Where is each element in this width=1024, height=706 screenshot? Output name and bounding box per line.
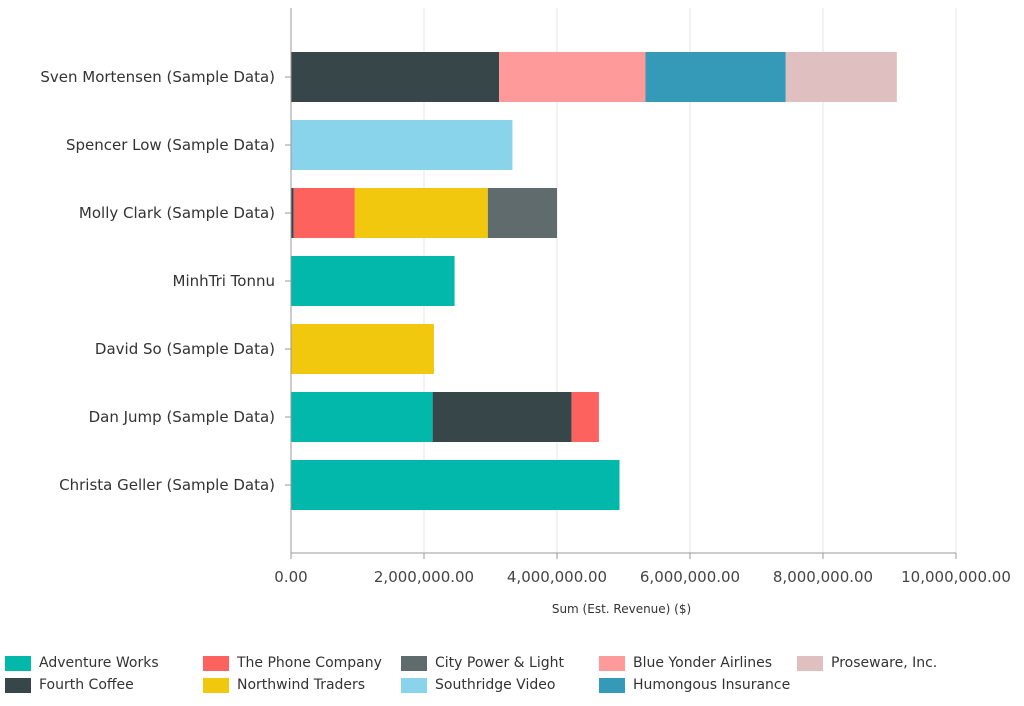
legend-swatch: [203, 655, 229, 671]
category-label: MinhTri Tonnu: [173, 272, 276, 290]
legend-item[interactable]: Proseware, Inc.: [797, 653, 937, 673]
legend: Adventure Works The Phone Company City Pow…: [0, 650, 1024, 700]
legend-swatch: [599, 655, 625, 671]
bar-segment[interactable]: The Phone Company: [571, 392, 599, 442]
legend-item[interactable]: Fourth Coffee: [5, 675, 134, 695]
legend-item[interactable]: Southridge Video: [401, 675, 555, 695]
legend-item[interactable]: City Power & Light: [401, 653, 564, 673]
bar-segment[interactable]: Northwind Traders: [291, 324, 434, 374]
category-labels: Sven Mortensen (Sample Data) Spencer Low …: [40, 68, 275, 494]
legend-swatch: [401, 655, 427, 671]
category-label: Molly Clark (Sample Data): [79, 204, 275, 222]
x-tick-label: 6,000,000.00: [640, 568, 740, 586]
bar-segment[interactable]: Humongous Insurance: [645, 52, 786, 102]
legend-label: City Power & Light: [435, 655, 564, 671]
bars: Fourth CoffeeBlue Yonder AirlinesHumongo…: [291, 52, 897, 510]
bar-segment[interactable]: Fourth Coffee: [291, 52, 500, 102]
legend-item[interactable]: The Phone Company: [203, 653, 382, 673]
category-label: Sven Mortensen (Sample Data): [40, 68, 275, 86]
legend-item[interactable]: Blue Yonder Airlines: [599, 653, 772, 673]
legend-item[interactable]: Northwind Traders: [203, 675, 365, 695]
legend-item[interactable]: Humongous Insurance: [599, 675, 790, 695]
x-tick-label: 0.00: [274, 568, 307, 586]
legend-label: Humongous Insurance: [633, 677, 791, 693]
axes: [285, 8, 957, 559]
category-label: Dan Jump (Sample Data): [89, 408, 275, 426]
legend-label: Southridge Video: [435, 677, 556, 693]
x-tick-label: 2,000,000.00: [374, 568, 474, 586]
x-axis-title: Sum (Est. Revenue) ($): [552, 602, 691, 616]
bar-segment[interactable]: City Power & Light: [487, 188, 557, 238]
x-tick-label: 10,000,000.00: [901, 568, 1011, 586]
legend-item[interactable]: Adventure Works: [5, 653, 159, 673]
category-label: Spencer Low (Sample Data): [66, 136, 275, 154]
legend-swatch: [203, 677, 229, 693]
bar-segment[interactable]: Northwind Traders: [354, 188, 488, 238]
category-label: David So (Sample Data): [95, 340, 275, 358]
x-tick-label: 4,000,000.00: [507, 568, 607, 586]
legend-label: Fourth Coffee: [39, 677, 134, 693]
bar-segment[interactable]: Blue Yonder Airlines: [499, 52, 646, 102]
bar-segment[interactable]: Adventure Works: [291, 256, 455, 306]
bar-chart: Fourth CoffeeBlue Yonder AirlinesHumongo…: [40, 8, 1011, 616]
legend-swatch: [5, 655, 31, 671]
bar-segment[interactable]: Proseware, Inc.: [785, 52, 897, 102]
legend-swatch: [797, 655, 823, 671]
bar-segment[interactable]: Fourth Coffee: [291, 188, 294, 238]
bar-segment[interactable]: The Phone Company: [293, 188, 355, 238]
legend-swatch: [5, 677, 31, 693]
bar-segment[interactable]: Fourth Coffee: [432, 392, 572, 442]
legend-swatch: [599, 677, 625, 693]
legend-label: Blue Yonder Airlines: [633, 655, 773, 671]
legend-label: The Phone Company: [237, 655, 382, 671]
x-tick-label: 8,000,000.00: [773, 568, 873, 586]
bar-segment[interactable]: Southridge Video: [291, 120, 513, 170]
legend-label: Adventure Works: [39, 655, 159, 671]
legend-label: Northwind Traders: [237, 677, 366, 693]
bar-segment[interactable]: Adventure Works: [291, 460, 620, 510]
legend-swatch: [401, 677, 427, 693]
legend-label: Proseware, Inc.: [831, 655, 938, 671]
bar-segment[interactable]: Adventure Works: [291, 392, 433, 442]
category-label: Christa Geller (Sample Data): [59, 476, 275, 494]
x-tick-labels: 0.00 2,000,000.00 4,000,000.00 6,000,000.00…: [274, 568, 1011, 586]
